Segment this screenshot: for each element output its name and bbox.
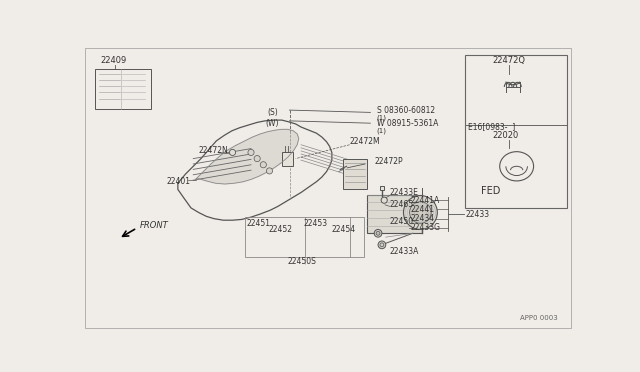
Circle shape bbox=[266, 168, 273, 174]
Text: 22401: 22401 bbox=[166, 177, 190, 186]
Bar bbox=[367, 195, 422, 233]
Text: 22472M: 22472M bbox=[349, 137, 380, 146]
Text: 22472Q: 22472Q bbox=[493, 55, 526, 64]
Circle shape bbox=[254, 155, 260, 162]
Text: 22441: 22441 bbox=[410, 205, 435, 214]
Text: 22433E: 22433E bbox=[390, 188, 419, 197]
Text: W 08915-5361A: W 08915-5361A bbox=[376, 119, 438, 128]
Circle shape bbox=[376, 231, 380, 235]
Text: 22453: 22453 bbox=[303, 219, 328, 228]
Circle shape bbox=[374, 230, 382, 237]
Bar bbox=[282, 153, 292, 166]
Text: (1): (1) bbox=[376, 115, 387, 121]
Text: 22433G: 22433G bbox=[410, 224, 440, 232]
Polygon shape bbox=[178, 120, 332, 220]
Text: APP0 0003: APP0 0003 bbox=[520, 315, 558, 321]
Circle shape bbox=[381, 197, 387, 203]
Bar bbox=[344, 158, 367, 189]
Ellipse shape bbox=[500, 152, 534, 181]
Circle shape bbox=[378, 241, 386, 249]
Text: 22472P: 22472P bbox=[374, 157, 403, 166]
Text: 22433: 22433 bbox=[465, 209, 489, 218]
Text: (W): (W) bbox=[266, 119, 279, 128]
Circle shape bbox=[260, 162, 266, 168]
Text: 22441A: 22441A bbox=[410, 196, 440, 205]
Bar bbox=[380, 186, 384, 190]
Bar bbox=[465, 55, 566, 208]
Text: 22472N: 22472N bbox=[198, 147, 228, 155]
Text: FRONT: FRONT bbox=[140, 221, 168, 230]
Polygon shape bbox=[196, 129, 299, 184]
Text: 22020: 22020 bbox=[493, 131, 519, 140]
Text: 22434: 22434 bbox=[410, 214, 435, 223]
Text: 22454: 22454 bbox=[332, 225, 356, 234]
Text: 22450: 22450 bbox=[390, 217, 413, 226]
Circle shape bbox=[410, 202, 431, 223]
Text: 22450S: 22450S bbox=[288, 257, 317, 266]
Text: (S): (S) bbox=[267, 108, 278, 117]
Text: S 08360-60812: S 08360-60812 bbox=[376, 106, 435, 115]
Text: (1): (1) bbox=[376, 128, 387, 134]
Bar bbox=[95, 69, 151, 109]
Text: E16[0983-  ]: E16[0983- ] bbox=[468, 122, 515, 131]
Text: 22465: 22465 bbox=[390, 200, 413, 209]
Text: FED: FED bbox=[481, 186, 500, 196]
Text: 22452: 22452 bbox=[269, 225, 292, 234]
Circle shape bbox=[230, 150, 236, 155]
Bar bbox=[245, 217, 364, 257]
Text: 22409: 22409 bbox=[101, 55, 127, 64]
Text: 22433A: 22433A bbox=[390, 247, 419, 256]
Circle shape bbox=[403, 196, 437, 230]
Text: 22451: 22451 bbox=[246, 219, 270, 228]
Circle shape bbox=[248, 150, 254, 155]
